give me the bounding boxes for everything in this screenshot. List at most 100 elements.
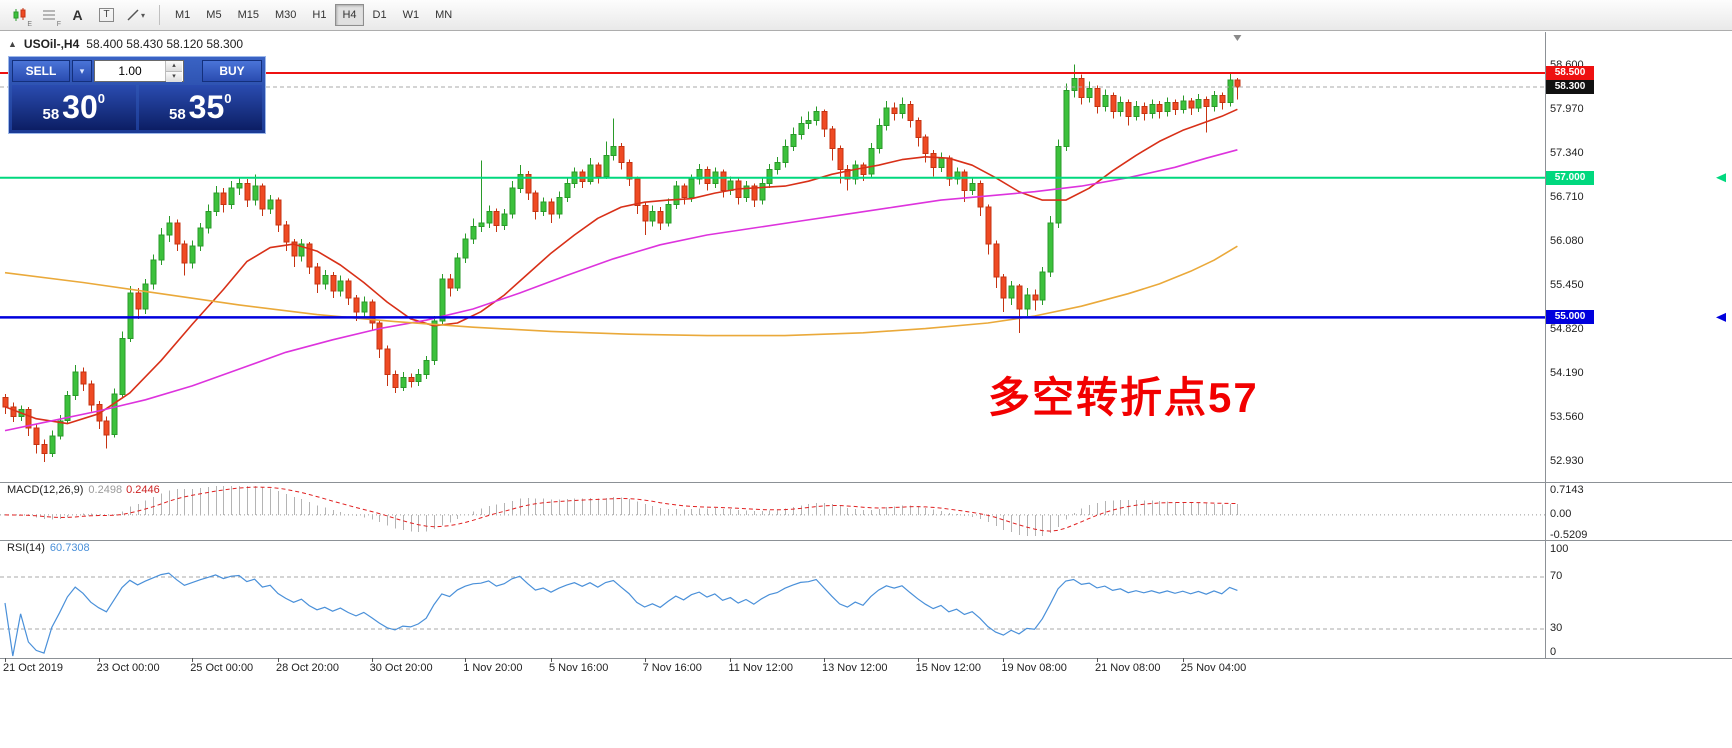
candle-body: [517, 173, 524, 189]
text-tool-icon[interactable]: A: [64, 3, 91, 27]
buy-price-display[interactable]: 58 35 0: [138, 85, 262, 130]
label-tool-icon[interactable]: T: [93, 3, 120, 27]
candle-body: [649, 210, 656, 222]
candle-body: [228, 187, 235, 205]
ma-mid-line[interactable]: [4, 149, 1238, 432]
candle-body: [1117, 101, 1124, 112]
candle-body: [119, 337, 126, 395]
candle-body: [220, 192, 227, 205]
candle-body: [610, 145, 617, 156]
timeframe-button-w1[interactable]: W1: [402, 9, 420, 21]
symbol-period-label: USOil-,H4: [23, 37, 80, 51]
bar-list-icon[interactable]: F: [35, 3, 62, 28]
panel-collapse-arrow[interactable]: ▲: [8, 39, 17, 49]
candle-body: [1071, 78, 1078, 91]
candle-body: [1078, 78, 1085, 98]
timeframe-button-m5[interactable]: M5: [206, 9, 222, 21]
volume-input[interactable]: [95, 61, 165, 81]
buy-price-int: 58: [168, 106, 186, 123]
timeframe-button-h1[interactable]: H1: [312, 9, 327, 21]
candle-body: [1133, 106, 1140, 117]
candle-body: [993, 243, 1000, 278]
candle-body: [798, 122, 805, 136]
volume-dropdown-button[interactable]: ▾: [72, 60, 92, 82]
quote-row: 58 30 0 58 35 0: [12, 85, 262, 130]
sell-button[interactable]: SELL: [12, 60, 70, 82]
timeframe-button-mn[interactable]: MN: [435, 9, 453, 21]
buy-button[interactable]: BUY: [202, 60, 262, 82]
timeframe-button-m15[interactable]: M15: [237, 9, 259, 21]
candle-body: [369, 301, 376, 324]
volume-increase-button[interactable]: ▴: [166, 61, 182, 72]
candle-body: [1032, 294, 1039, 301]
candle-body: [564, 182, 571, 198]
candlestick-glyph: [13, 8, 25, 21]
candlestick-chart-icon[interactable]: E: [6, 3, 33, 28]
last-bar-marker-icon: [1233, 35, 1242, 41]
candle-body: [486, 210, 493, 224]
candle-body: [852, 164, 859, 180]
candle-body: [353, 297, 360, 313]
candle-body: [1094, 87, 1101, 108]
candle-body: [493, 210, 500, 226]
candle-body: [501, 213, 508, 226]
candle-body: [1039, 271, 1046, 301]
candle-body: [1016, 285, 1023, 310]
ma-fast-line[interactable]: [4, 108, 1238, 425]
candle-body: [1188, 100, 1195, 109]
candle-body: [891, 107, 898, 115]
candle-body: [337, 280, 344, 292]
candle-body: [158, 234, 165, 261]
candle-body: [540, 201, 547, 212]
candle-body: [150, 259, 157, 285]
line-studies-icon[interactable]: ▾: [122, 3, 149, 27]
candle-body: [1024, 294, 1031, 310]
icon-badge: E: [27, 21, 32, 28]
candle-body: [283, 224, 290, 243]
candle-body: [478, 222, 485, 228]
candle-body: [415, 374, 422, 383]
ma-slow-line[interactable]: [4, 245, 1238, 337]
candle-body: [938, 157, 945, 168]
candle-body: [930, 152, 937, 168]
timeframe-button-m30[interactable]: M30: [274, 9, 297, 21]
candle-body: [759, 182, 766, 201]
symbol-ohlc-line: ▲ USOil-,H4 58.400 58.430 58.120 58.300: [8, 37, 243, 51]
timeframe-button-m1[interactable]: M1: [175, 9, 191, 21]
candle-body: [103, 420, 110, 436]
candle-body: [899, 103, 906, 115]
ohlc-values: 58.400 58.430 58.120 58.300: [86, 37, 244, 51]
timeframe-button-h4[interactable]: H4: [335, 4, 364, 26]
candle-body: [946, 157, 953, 180]
candle-body: [727, 180, 734, 191]
volume-decrease-button[interactable]: ▾: [166, 72, 182, 82]
candle-body: [1000, 276, 1007, 299]
letter-a-glyph: A: [72, 7, 83, 23]
candle-body: [1203, 99, 1210, 107]
candle-body: [205, 210, 212, 229]
candle-body: [392, 374, 399, 388]
buy-price-pips: 35: [188, 89, 225, 125]
sell-price-pips: 30: [62, 89, 98, 125]
candle-body: [88, 383, 95, 406]
rsi-name: RSI(14): [7, 542, 45, 554]
candle-body: [657, 210, 664, 224]
timeframe-button-d1[interactable]: D1: [372, 9, 387, 21]
rsi-label: RSI(14) 60.7308: [7, 542, 90, 554]
candle-body: [751, 185, 758, 201]
candle-body: [704, 168, 711, 184]
candle-body: [1149, 103, 1156, 115]
candle-body: [1055, 145, 1062, 224]
candle-body: [252, 185, 259, 201]
candle-body: [431, 320, 438, 362]
macd-label: MACD(12,26,9) 0.2498 0.2446: [7, 484, 160, 496]
candle-body: [127, 292, 134, 339]
candle-body: [1180, 100, 1187, 110]
volume-stepper: ▴ ▾: [165, 61, 182, 82]
candle-body: [1172, 101, 1179, 110]
macd-value-signal: 0.2446: [126, 484, 160, 496]
sell-price-display[interactable]: 58 30 0: [12, 85, 136, 130]
candle-body: [330, 275, 337, 292]
line-edge-marker-icon: [1716, 173, 1726, 183]
